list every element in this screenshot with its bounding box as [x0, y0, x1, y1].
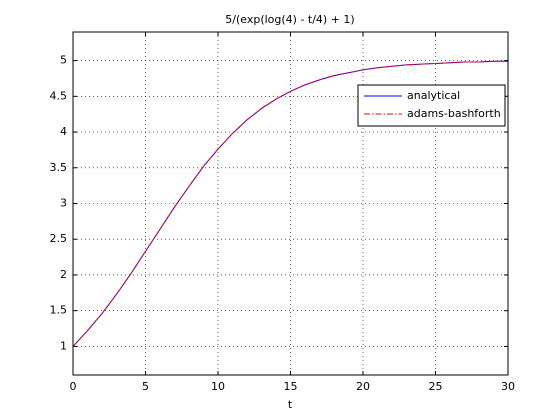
- y-tick-label: 5: [60, 54, 67, 67]
- y-tick-label: 3.5: [50, 161, 68, 174]
- legend-box: [357, 84, 506, 127]
- legend-label: adams-bashforth: [407, 107, 501, 120]
- y-tick-label: 3: [60, 197, 67, 210]
- axes-box: [72, 31, 509, 376]
- x-tick-label: 25: [429, 380, 443, 393]
- y-tick-label: 1: [60, 339, 67, 352]
- y-tick-label: 4.5: [50, 89, 68, 102]
- chart-title: 5/(exp(log(4) - t/4) + 1): [225, 13, 354, 26]
- y-tick-label: 2.5: [50, 232, 68, 245]
- series-line: [72, 60, 508, 347]
- x-tick-label: 30: [501, 380, 515, 393]
- x-tick-label: 5: [142, 380, 149, 393]
- y-tick-label: 1.5: [50, 304, 68, 317]
- y-tick-label: 2: [60, 268, 67, 281]
- plot-area: [73, 32, 508, 375]
- x-axis-label: t: [288, 398, 293, 411]
- y-tick-label: 4: [60, 125, 67, 138]
- x-tick-label: 15: [284, 380, 298, 393]
- x-tick-label: 0: [70, 380, 77, 393]
- x-tick-label: 20: [356, 380, 370, 393]
- x-tick-label: 10: [211, 380, 225, 393]
- legend-label: analytical: [407, 89, 460, 102]
